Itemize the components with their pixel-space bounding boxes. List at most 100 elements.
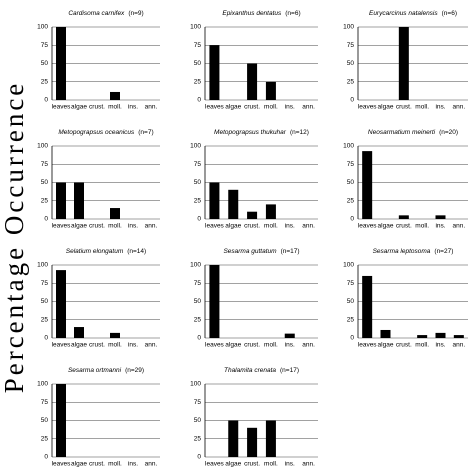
y-tick-label: 25	[194, 435, 202, 442]
bar	[228, 189, 239, 219]
y-tick-label: 50	[41, 417, 49, 424]
y-tick-label: 25	[41, 435, 49, 442]
x-tick-label: moll.	[415, 342, 429, 349]
x-tick-label: algae	[71, 461, 87, 468]
bar	[209, 45, 220, 100]
bar	[362, 151, 373, 219]
species-name: Eurycarcinus natalensis	[369, 10, 438, 17]
x-tick-label: crust.	[89, 342, 105, 349]
species-name: Metopograpsus oceanicus	[58, 129, 135, 136]
sample-size: (n=17)	[280, 367, 299, 374]
y-tick-label: 75	[41, 280, 49, 287]
panel: Eurycarcinus natalensis (n=6) 0 25 50 75 100 le…	[343, 10, 468, 111]
x-tick-label: leaves	[52, 461, 72, 468]
species-name: Selatium elongatum	[66, 248, 124, 255]
x-tick-label: leaves	[205, 461, 225, 468]
bar	[380, 329, 391, 338]
bar	[209, 182, 220, 219]
x-tick-label: ann.	[302, 342, 315, 349]
x-tick-label: crust.	[89, 104, 105, 111]
panel-title: Cardisoma carnifex (n=9)	[68, 10, 143, 17]
y-tick-label: 25	[41, 316, 49, 323]
x-tick-label: algae	[378, 342, 394, 349]
x-tick-label: ann.	[145, 104, 158, 111]
x-tick-label: ann.	[302, 223, 315, 230]
bar	[265, 420, 276, 457]
bar	[56, 182, 66, 219]
panel: Selatium elongatum (n=14) 0 25 50 75 100 leaves…	[37, 248, 160, 349]
sample-size: (n=9)	[128, 10, 143, 17]
species-name: Thalamita crenata	[224, 367, 276, 374]
x-tick-label: ann.	[145, 223, 158, 230]
x-tick-label: crust.	[89, 223, 105, 230]
y-tick-label: 50	[41, 298, 49, 305]
y-tick-label: 0	[197, 216, 201, 223]
y-tick-label: 0	[197, 97, 201, 104]
y-tick-label: 0	[44, 335, 48, 342]
panel-title: Thalamita crenata (n=17)	[224, 367, 299, 374]
y-tick-label: 100	[37, 262, 48, 269]
y-tick-label: 0	[44, 216, 48, 223]
y-tick-label: 100	[343, 24, 354, 31]
y-tick-label: 25	[41, 197, 49, 204]
x-tick-label: algae	[225, 104, 241, 111]
y-tick-label: 50	[194, 179, 202, 186]
x-tick-label: moll.	[264, 342, 278, 349]
x-tick-label: moll.	[108, 342, 122, 349]
y-tick-label: 75	[347, 161, 355, 168]
panel-title: Eurycarcinus natalensis (n=6)	[369, 10, 457, 17]
x-tick-label: ins.	[285, 461, 295, 468]
bar	[56, 384, 66, 457]
x-tick-label: algae	[71, 223, 87, 230]
x-tick-label: ann.	[145, 461, 158, 468]
sample-size: (n=27)	[434, 248, 453, 255]
x-tick-label: crust.	[396, 223, 412, 230]
y-tick-label: 0	[350, 335, 354, 342]
y-tick-label: 100	[190, 262, 201, 269]
x-tick-label: moll.	[108, 223, 122, 230]
bar	[110, 332, 120, 338]
bar	[56, 270, 66, 338]
x-tick-label: ins.	[128, 342, 138, 349]
y-tick-label: 0	[44, 97, 48, 104]
y-tick-label: 25	[194, 316, 202, 323]
bar	[209, 265, 220, 338]
panel: Metopograpsus oceanicus (n=7) 0 25 50 75 100 le…	[37, 129, 160, 230]
x-tick-label: algae	[225, 461, 241, 468]
y-tick-label: 75	[194, 280, 202, 287]
y-tick-label: 50	[194, 298, 202, 305]
y-tick-label: 50	[194, 417, 202, 424]
x-tick-label: ann.	[453, 223, 466, 230]
y-tick-label: 0	[197, 335, 201, 342]
y-tick-label: 100	[37, 24, 48, 31]
sample-size: (n=14)	[127, 248, 146, 255]
species-name: Sesarma leptosoma	[373, 248, 431, 255]
species-name: Epixanthus dentatus	[222, 10, 282, 17]
y-tick-label: 75	[194, 161, 202, 168]
x-tick-label: algae	[71, 104, 87, 111]
y-tick-label: 75	[194, 42, 202, 49]
y-tick-label: 0	[350, 97, 354, 104]
x-tick-label: algae	[71, 342, 87, 349]
x-tick-label: ann.	[302, 461, 315, 468]
y-tick-label: 100	[343, 262, 354, 269]
bar	[265, 204, 276, 219]
panel-title: Metopograpsus thukuhar (n=12)	[214, 129, 309, 136]
y-tick-label: 75	[194, 399, 202, 406]
bar	[362, 275, 373, 338]
bar	[247, 63, 258, 100]
x-tick-label: leaves	[358, 104, 378, 111]
y-tick-label: 50	[347, 298, 355, 305]
y-tick-label: 75	[347, 42, 355, 49]
x-tick-label: moll.	[264, 104, 278, 111]
panel: Sesarma guttatum (n=17) 0 25 50 75 100 leaves al…	[190, 248, 318, 349]
species-name: Neosarmatium meinerti	[368, 129, 436, 136]
x-tick-label: ins.	[285, 342, 295, 349]
x-tick-label: moll.	[415, 104, 429, 111]
panel-title: Sesarma guttatum (n=17)	[223, 248, 299, 255]
x-tick-label: leaves	[205, 342, 225, 349]
sample-size: (n=6)	[442, 10, 457, 17]
